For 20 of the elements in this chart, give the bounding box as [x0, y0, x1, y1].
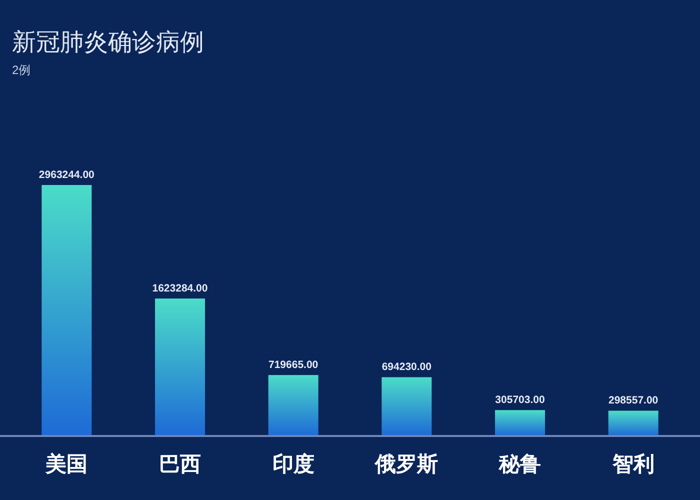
data-label: 719665.00: [268, 359, 318, 372]
x-tick-label: 印度: [272, 452, 314, 476]
bar: [155, 298, 205, 436]
x-tick-label: 巴西: [159, 453, 201, 476]
chart-title: 新冠肺炎确诊病例: [12, 29, 204, 56]
data-label: 305703.00: [495, 394, 545, 406]
x-tick-label: 秘鲁: [498, 453, 541, 476]
data-label: 1623284.00: [152, 282, 208, 294]
bar: [608, 410, 658, 436]
x-tick-label: 俄罗斯: [374, 453, 438, 476]
chart-subtitle: 2例: [12, 63, 31, 77]
data-label: 298557.00: [608, 394, 658, 407]
bar: [268, 375, 318, 436]
bar: [382, 377, 432, 436]
bar: [42, 185, 92, 436]
x-tick-label: 智利: [611, 453, 654, 476]
bar: [495, 410, 545, 436]
data-label: 2963244.00: [38, 169, 95, 181]
data-label: 694230.00: [382, 361, 432, 374]
x-tick-label: 美国: [44, 452, 88, 476]
